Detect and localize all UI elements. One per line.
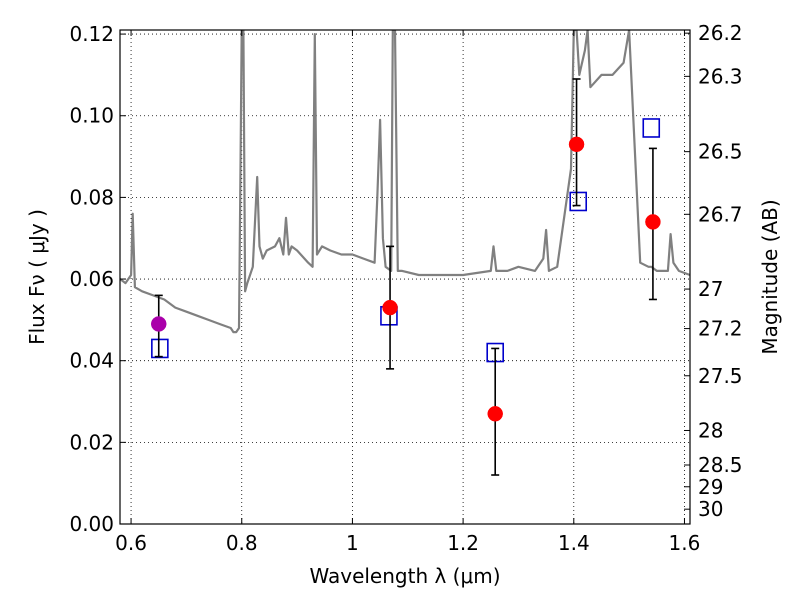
y2-tick-label: 28.5 (698, 453, 743, 477)
y-tick-label: 0.04 (69, 349, 114, 373)
y-tick-label: 0.06 (69, 267, 114, 291)
observed-point (568, 136, 585, 153)
x-axis: 0.6 0.8 1 1.2 1.4 1.6 (115, 30, 700, 555)
y-tick-label: 0.02 (69, 430, 114, 454)
y2-tick-label: 27 (698, 277, 723, 301)
model-photometry-square (151, 338, 169, 359)
model-photometry-square (642, 118, 661, 138)
y-axis-label: Flux Fν ( μJy ) (25, 209, 49, 345)
x-tick-label: 1.2 (447, 531, 479, 555)
y2-tick-label: 26.5 (698, 140, 743, 164)
x-tick-label: 0.6 (115, 531, 147, 555)
plot-frame (119, 29, 691, 525)
y-axis: 0.00 0.02 0.04 0.06 0.08 0.10 0.12 (69, 22, 126, 536)
model-spectrum-line (120, 30, 690, 334)
observed-point (382, 299, 398, 316)
observed-point (150, 316, 167, 332)
y2-tick-label: 26.3 (698, 64, 743, 88)
observed-point (487, 406, 503, 422)
grid (120, 30, 690, 524)
x-tick-label: 1.6 (669, 531, 701, 555)
y2-tick-label: 30 (698, 497, 723, 521)
y2-axis-label: Magnitude (AB) (758, 199, 782, 354)
y-tick-label: 0.00 (69, 512, 114, 536)
plot-background (120, 30, 690, 524)
model-photometry-square (569, 191, 588, 212)
x-axis-label: Wavelength λ (μm) (309, 564, 500, 588)
x-tick-label: 1.4 (558, 531, 590, 555)
y2-tick-label: 26.2 (698, 21, 743, 45)
y2-tick-label: 27.2 (698, 317, 743, 341)
y2-tick-label: 27.5 (698, 364, 743, 388)
y-tick-label: 0.08 (69, 185, 114, 209)
y2-tick-label: 28 (698, 418, 723, 442)
y-tick-label: 0.12 (69, 22, 114, 46)
y2-tick-label: 26.7 (698, 202, 743, 226)
x-tick-label: 0.8 (226, 531, 258, 555)
x-tick-label: 1 (346, 531, 359, 555)
y2-tick-label: 29 (698, 475, 723, 499)
observed-point (645, 214, 661, 230)
plot-area (120, 30, 690, 476)
y-tick-label: 0.10 (69, 104, 114, 128)
